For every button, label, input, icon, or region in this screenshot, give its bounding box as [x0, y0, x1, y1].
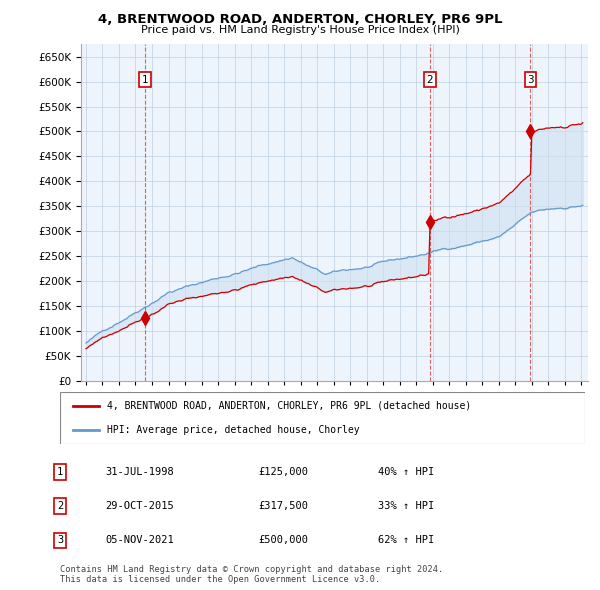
- Text: 31-JUL-1998: 31-JUL-1998: [105, 467, 174, 477]
- Text: 2: 2: [57, 502, 63, 511]
- Text: 4, BRENTWOOD ROAD, ANDERTON, CHORLEY, PR6 9PL (detached house): 4, BRENTWOOD ROAD, ANDERTON, CHORLEY, PR…: [107, 401, 472, 411]
- Text: £317,500: £317,500: [258, 502, 308, 511]
- Text: 05-NOV-2021: 05-NOV-2021: [105, 536, 174, 545]
- Text: 2: 2: [427, 74, 433, 84]
- Text: HPI: Average price, detached house, Chorley: HPI: Average price, detached house, Chor…: [107, 425, 360, 435]
- Text: 62% ↑ HPI: 62% ↑ HPI: [378, 536, 434, 545]
- Text: 40% ↑ HPI: 40% ↑ HPI: [378, 467, 434, 477]
- Text: 3: 3: [57, 536, 63, 545]
- Text: 33% ↑ HPI: 33% ↑ HPI: [378, 502, 434, 511]
- Text: 29-OCT-2015: 29-OCT-2015: [105, 502, 174, 511]
- Text: £125,000: £125,000: [258, 467, 308, 477]
- Text: 3: 3: [527, 74, 534, 84]
- Text: 1: 1: [57, 467, 63, 477]
- Text: Price paid vs. HM Land Registry's House Price Index (HPI): Price paid vs. HM Land Registry's House …: [140, 25, 460, 35]
- Text: 1: 1: [142, 74, 148, 84]
- FancyBboxPatch shape: [60, 392, 585, 444]
- Text: £500,000: £500,000: [258, 536, 308, 545]
- Text: Contains HM Land Registry data © Crown copyright and database right 2024.
This d: Contains HM Land Registry data © Crown c…: [60, 565, 443, 584]
- Text: 4, BRENTWOOD ROAD, ANDERTON, CHORLEY, PR6 9PL: 4, BRENTWOOD ROAD, ANDERTON, CHORLEY, PR…: [98, 13, 502, 26]
